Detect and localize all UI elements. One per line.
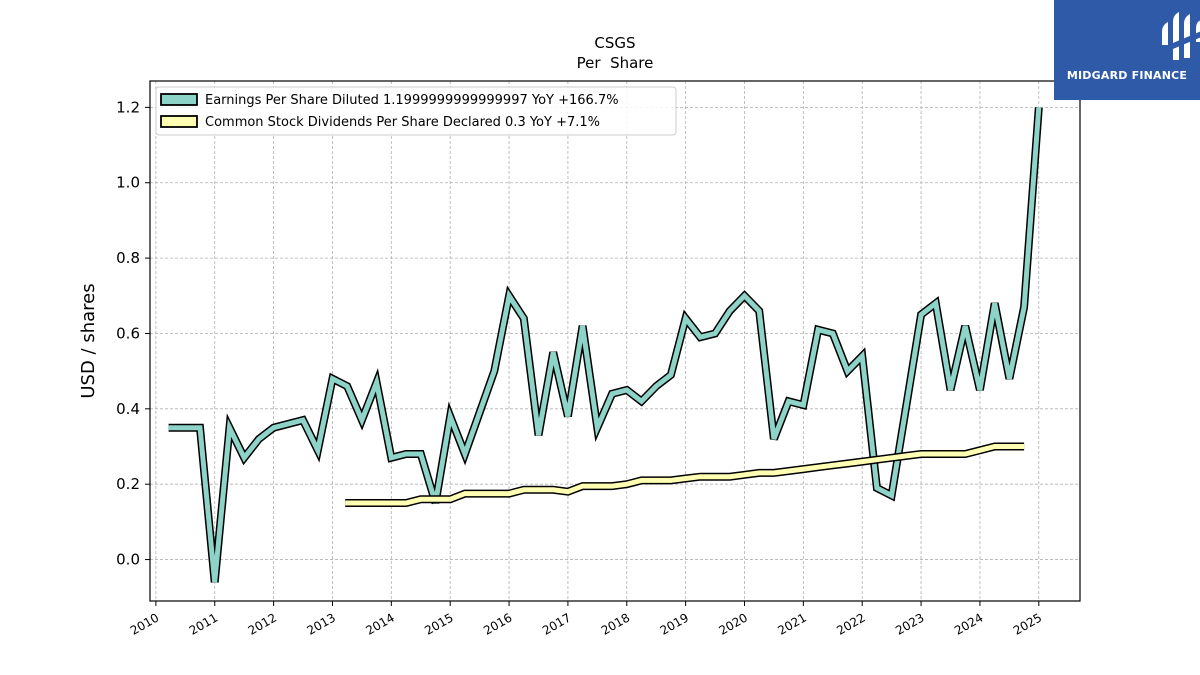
legend-label: Earnings Per Share Diluted 1.19999999999…	[205, 93, 619, 108]
series-layer	[168, 107, 1043, 583]
legend-label: Common Stock Dividends Per Share Declare…	[205, 115, 600, 130]
x-tick-label: 2024	[952, 610, 985, 637]
y-tick-label: 0.8	[116, 249, 140, 267]
x-tick-label: 2021	[775, 610, 808, 637]
x-tick-label: 2015	[422, 610, 455, 637]
series-line	[168, 107, 1042, 583]
y-tick-label: 1.0	[116, 174, 140, 192]
grid-layer	[150, 81, 1080, 601]
x-tick-label: 2019	[658, 610, 691, 637]
x-tick-label: 2016	[481, 610, 514, 637]
x-tick-label: 2017	[540, 610, 573, 637]
legend-box	[155, 86, 677, 136]
legend-swatch	[160, 115, 198, 128]
x-tick-label: 2013	[305, 610, 338, 637]
axis-layer: 2010 2011 2012 2013 2014 2015 2016 2017 2018 2019…	[116, 98, 1044, 637]
series-line	[345, 444, 1025, 506]
chart-subtitle: Per Share	[577, 54, 654, 72]
y-tick-label: 1.2	[116, 98, 140, 116]
x-tick-label: 2014	[363, 610, 396, 637]
legend-swatch	[160, 93, 198, 106]
series-outline	[168, 107, 1043, 583]
x-tick-label: 2018	[599, 610, 632, 637]
y-tick-label: 0.0	[116, 551, 140, 569]
y-tick-label: 0.4	[116, 400, 140, 418]
y-tick-label: 0.6	[116, 324, 140, 342]
brand-name: MIDGARD FINANCE	[1066, 69, 1188, 82]
x-tick-label: 2022	[834, 610, 867, 637]
legend: Earnings Per Share Diluted 1.19999999999…	[155, 86, 677, 136]
x-tick-label: 2020	[717, 610, 750, 637]
brand-logo: MIDGARD FINANCE	[1054, 0, 1200, 100]
x-tick-label: 2011	[187, 610, 220, 637]
x-tick-label: 2023	[893, 610, 926, 637]
x-tick-label: 2010	[128, 610, 161, 637]
y-tick-label: 0.2	[116, 475, 140, 493]
midgard-finance-logo-icon	[1161, 12, 1200, 60]
x-tick-label: 2012	[246, 610, 279, 637]
y-axis-label: USD / shares	[78, 283, 99, 398]
chart-title: CSGS	[594, 34, 635, 52]
x-tick-label: 2025	[1011, 610, 1044, 637]
plot-frame	[149, 80, 1081, 602]
